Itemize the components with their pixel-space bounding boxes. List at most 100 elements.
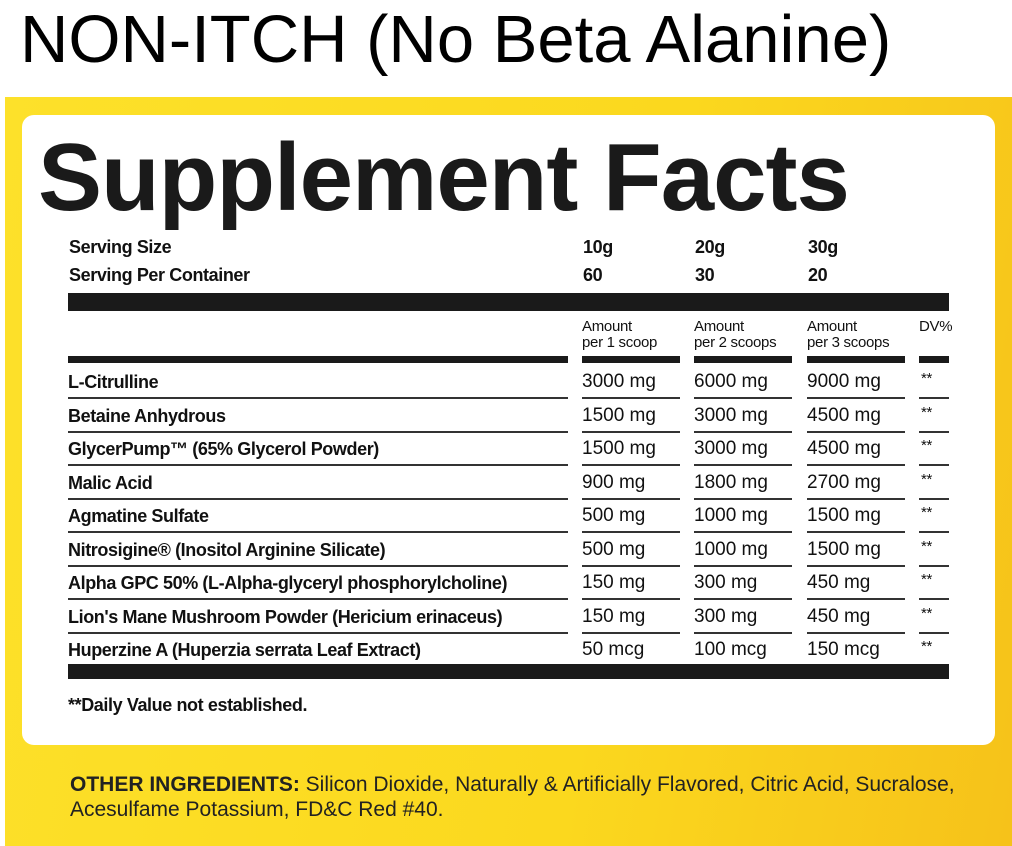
ingredient-amount-1: 1500 mg (582, 404, 656, 426)
ingredient-amount-2: 6000 mg (694, 371, 768, 392)
header-divider (919, 356, 949, 363)
ingredient-amount-2: 100 mcg (694, 639, 767, 660)
ingredient-dv: ** (921, 403, 933, 421)
other-ingredients-text: Silicon Dioxide, Naturally & Artificiall… (70, 773, 955, 821)
ingredient-name: L-Citrulline (68, 372, 159, 392)
row-divider (919, 430, 949, 433)
ingredient-amount-1: 1500 mg (582, 438, 656, 459)
row-divider (68, 464, 568, 466)
row-divider (807, 531, 905, 533)
row-divider (807, 430, 905, 433)
row-divider (807, 397, 905, 399)
ingredient-amount-3: 4500 mg (807, 438, 881, 459)
bottom-thick-divider (68, 664, 949, 679)
row-divider (68, 598, 568, 600)
ingredient-amount-2: 1000 mg (694, 538, 768, 560)
row-divider (582, 397, 680, 399)
ingredient-name: GlycerPump™ (65% Glycerol Powder) (68, 439, 379, 459)
row-divider (919, 531, 949, 533)
column-header-line: per 3 scoops (807, 334, 890, 351)
servings-per-container-3: 20 (808, 265, 828, 285)
ingredient-dv: ** (921, 437, 933, 454)
ingredient-amount-1: 500 mg (582, 505, 646, 526)
row-divider (919, 631, 949, 634)
row-divider (68, 430, 568, 433)
ingredient-name: Nitrosigine® (Inositol Arginine Silicate… (68, 539, 386, 560)
ingredient-amount-3: 9000 mg (807, 371, 881, 392)
row-divider (919, 564, 949, 567)
serving-size-1: 10g (583, 237, 613, 257)
other-ingredients: OTHER INGREDIENTS: Silicon Dioxide, Natu… (70, 772, 960, 822)
supplement-facts-title: Supplement Facts (38, 124, 850, 231)
ingredient-dv: ** (921, 571, 933, 588)
row-divider (68, 564, 568, 567)
column-header-line: per 2 scoops (694, 334, 777, 351)
ingredient-amount-2: 3000 mg (694, 404, 768, 426)
row-divider (68, 397, 568, 399)
row-divider (694, 464, 792, 466)
ingredient-amount-3: 1500 mg (807, 538, 881, 560)
ingredient-amount-3: 450 mg (807, 572, 871, 593)
column-header-line: Amount (807, 318, 857, 335)
row-divider (68, 497, 568, 500)
ingredient-amount-1: 50 mcg (582, 639, 645, 660)
ingredient-amount-3: 450 mg (807, 605, 871, 627)
row-divider (68, 631, 568, 634)
ingredient-amount-1: 150 mg (582, 605, 646, 627)
footnote: **Daily Value not established. (68, 695, 308, 715)
header-divider (68, 356, 568, 363)
column-header-line: per 1 scoop (582, 334, 658, 351)
ingredient-amount-3: 150 mcg (807, 639, 880, 660)
header-divider (694, 356, 792, 363)
ingredient-amount-2: 300 mg (694, 572, 758, 593)
row-divider (694, 397, 792, 399)
row-divider (919, 497, 949, 500)
row-divider (807, 564, 905, 567)
ingredient-name: Huperzine A (Huperzia serrata Leaf Extra… (68, 640, 421, 660)
ingredient-amount-2: 1000 mg (694, 505, 768, 526)
serving-size-label: Serving Size (69, 237, 172, 257)
header-divider (582, 356, 680, 363)
ingredient-dv: ** (921, 638, 933, 655)
ingredient-name: Agmatine Sulfate (68, 506, 209, 526)
row-divider (694, 531, 792, 533)
servings-per-container-1: 60 (583, 265, 603, 285)
row-divider (582, 430, 680, 433)
ingredient-amount-2: 1800 mg (694, 471, 768, 493)
ingredient-name: Betaine Anhydrous (68, 405, 226, 426)
row-divider (68, 531, 568, 533)
serving-size-2: 20g (695, 237, 725, 257)
row-divider (694, 497, 792, 500)
ingredient-amount-1: 3000 mg (582, 371, 656, 392)
column-header-2: Amount per 2 scoops (694, 318, 777, 351)
row-divider (582, 631, 680, 634)
supplement-facts-card (22, 115, 995, 745)
ingredient-dv: ** (921, 504, 933, 521)
ingredient-amount-1: 500 mg (582, 538, 646, 560)
row-divider (582, 564, 680, 567)
page-heading: NON-ITCH (No Beta Alanine) (20, 2, 892, 77)
ingredient-dv: ** (921, 537, 933, 555)
column-header-3: Amount per 3 scoops (807, 318, 890, 351)
ingredient-dv: ** (921, 470, 933, 488)
column-header-1: Amount per 1 scoop (582, 319, 657, 351)
other-ingredients-label: OTHER INGREDIENTS: (70, 773, 300, 796)
ingredient-amount-2: 3000 mg (694, 438, 768, 459)
ingredient-amount-1: 900 mg (582, 471, 646, 493)
dv-header: DV% (919, 318, 953, 335)
ingredient-name: Alpha GPC 50% (L-Alpha-glyceryl phosphor… (68, 573, 508, 593)
row-divider (807, 464, 905, 466)
ingredient-amount-1: 150 mg (582, 572, 646, 593)
column-header-line: Amount (694, 318, 744, 335)
ingredient-amount-3: 2700 mg (807, 471, 881, 493)
ingredient-name: Lion's Mane Mushroom Powder (Hericium er… (68, 606, 503, 627)
column-header-line: Amount (582, 318, 632, 335)
ingredient-dv: ** (921, 604, 933, 622)
serving-size-3: 30g (808, 237, 838, 257)
servings-per-container-2: 30 (695, 265, 715, 285)
thick-divider (68, 293, 949, 311)
row-divider (582, 497, 680, 500)
row-divider (582, 464, 680, 466)
row-divider (694, 564, 792, 567)
row-divider (919, 397, 949, 399)
